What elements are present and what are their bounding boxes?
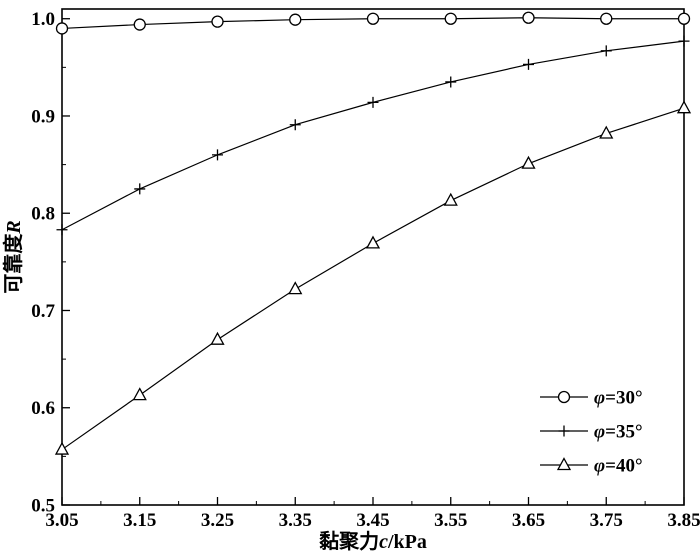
marker-triangle <box>556 457 572 471</box>
series-line <box>61 107 685 451</box>
series-triangle <box>54 100 692 455</box>
y-tick-label: 0.6 <box>31 398 55 419</box>
y-tick-label: 0.9 <box>31 106 55 127</box>
x-tick-label: 3.55 <box>434 510 467 531</box>
x-tick-label: 3.45 <box>356 510 389 531</box>
marker-plus <box>558 425 570 437</box>
marker-plus <box>56 224 68 236</box>
series-circle <box>55 11 691 35</box>
marker-circle <box>522 11 535 24</box>
marker-plus <box>678 35 690 47</box>
series-plus <box>56 35 690 236</box>
legend-label: φ=30° <box>594 388 643 409</box>
marker-plus <box>367 96 379 108</box>
marker-circle <box>55 22 69 35</box>
x-tick-label: 3.75 <box>590 510 623 531</box>
marker-triangle <box>288 281 303 295</box>
marker-triangle <box>210 331 225 345</box>
marker-circle <box>366 12 380 25</box>
marker-circle <box>211 15 224 28</box>
x-tick-label: 3.65 <box>512 510 545 531</box>
marker-triangle <box>54 441 70 455</box>
y-tick-label: 0.8 <box>31 204 55 225</box>
marker-circle <box>677 12 691 25</box>
x-tick-label: 3.05 <box>45 510 78 531</box>
y-tick-label: 0.7 <box>31 301 55 322</box>
marker-triangle <box>521 155 536 169</box>
legend-label: φ=40° <box>594 456 643 477</box>
legend-label: φ=35° <box>594 422 643 443</box>
marker-plus <box>134 183 146 195</box>
x-tick-label: 3.85 <box>667 510 700 531</box>
marker-circle <box>133 18 146 31</box>
marker-triangle <box>443 192 458 206</box>
series-line <box>61 40 685 231</box>
marker-plus <box>445 76 457 88</box>
marker-triangle <box>132 387 147 401</box>
y-tick-label: 0.5 <box>31 496 55 517</box>
x-tick-label: 3.35 <box>279 510 312 531</box>
y-tick-label: 1.0 <box>31 9 55 30</box>
marker-triangle <box>676 100 692 114</box>
x-tick-label: 3.15 <box>123 510 156 531</box>
marker-plus <box>212 149 223 161</box>
x-tick-label: 3.25 <box>201 510 234 531</box>
legend <box>540 390 588 471</box>
marker-plus <box>523 58 534 70</box>
x-axis-label: 黏聚力c/kPa <box>319 530 427 553</box>
y-axis-label: 可靠度R <box>1 220 25 293</box>
plot-border <box>61 8 685 506</box>
marker-circle <box>600 12 613 25</box>
marker-circle <box>289 13 302 26</box>
marker-circle <box>444 12 457 25</box>
marker-triangle <box>365 235 381 249</box>
marker-plus <box>600 45 612 57</box>
marker-triangle <box>599 125 614 139</box>
marker-circle <box>557 390 571 404</box>
marker-plus <box>289 119 301 131</box>
